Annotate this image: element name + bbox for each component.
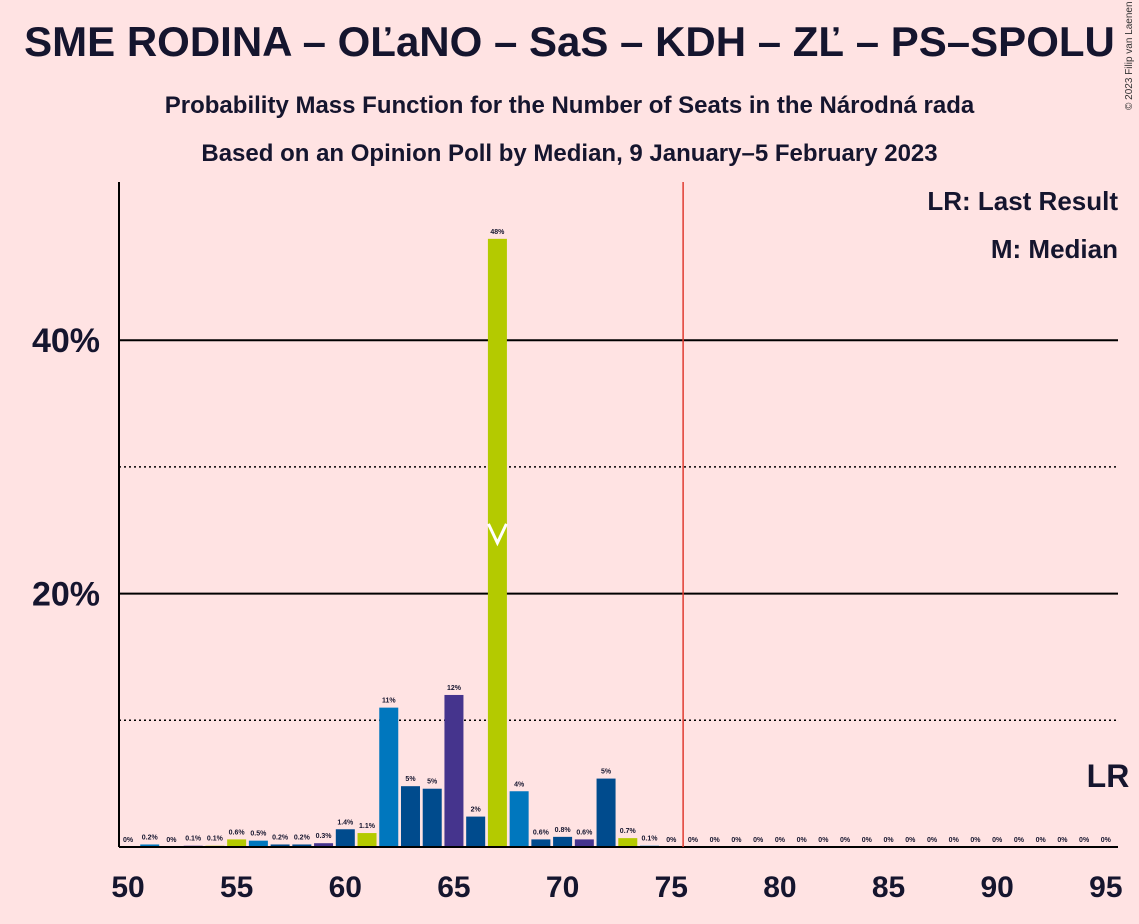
bar-label: 4% [514, 781, 525, 788]
chart-subtitle-poll: Based on an Opinion Poll by Median, 9 Ja… [201, 140, 938, 167]
bar-label: 0% [949, 837, 960, 844]
x-tick-label: 95 [1089, 871, 1122, 904]
bar-seat-55 [227, 839, 247, 847]
bar-seat-66 [466, 816, 486, 847]
x-tick-label: 90 [981, 871, 1014, 904]
bar-label: 5% [427, 779, 438, 786]
y-tick-label: 40% [32, 322, 100, 360]
bar-seat-71 [574, 839, 594, 847]
bar-label: 0.1% [207, 836, 224, 843]
bar-seat-60 [335, 829, 355, 847]
bar-label: 0% [862, 837, 873, 844]
bar-seat-62 [379, 707, 399, 847]
bar-seat-59 [314, 843, 334, 847]
last-result-marker: LR [1087, 758, 1130, 794]
bar-label: 12% [447, 685, 462, 692]
bar-label: 0.6% [576, 829, 593, 836]
x-tick-label: 50 [111, 871, 144, 904]
x-tick-label: 65 [437, 871, 470, 904]
bar-label: 0.6% [229, 829, 246, 836]
y-tick-label: 20% [32, 576, 100, 614]
bar-label: 0.2% [294, 834, 311, 841]
x-tick-label: 60 [329, 871, 362, 904]
bar-seat-58 [292, 844, 312, 847]
bar-label: 0% [710, 837, 721, 844]
bar-label: 0% [1014, 837, 1025, 844]
bar-seat-70 [553, 836, 573, 847]
bar-seat-69 [531, 839, 551, 847]
bar-label: 0.1% [185, 836, 202, 843]
bar-label: 0% [688, 837, 699, 844]
bar-label: 0.8% [555, 827, 572, 834]
x-tick-label: 85 [872, 871, 905, 904]
bar-label: 0.7% [620, 828, 637, 835]
bar-label: 0.2% [272, 834, 289, 841]
bar-label: 0.5% [250, 831, 267, 838]
legend-median: M: Median [990, 234, 1118, 264]
bar-label: 2% [471, 807, 482, 814]
bar-seat-64 [422, 788, 442, 847]
bar-label: 5% [601, 769, 612, 776]
bar-seat-57 [270, 844, 290, 847]
bar-label: 0.3% [316, 833, 333, 840]
x-tick-label: 75 [655, 871, 688, 904]
markers: LR [487, 182, 1130, 847]
bar-label: 0% [123, 837, 134, 844]
bar-label: 0.1% [642, 836, 659, 843]
bar-label: 48% [490, 229, 505, 236]
axes: 50 55 60 65 70 75 80 85 90 95 20% 40% [32, 182, 1123, 904]
bar-label: 5% [405, 776, 416, 783]
bar-label: 0% [883, 837, 894, 844]
bar-label: 0% [775, 837, 786, 844]
bar-seat-73 [618, 838, 638, 847]
bars [140, 238, 660, 848]
bar-seat-61 [357, 833, 377, 847]
bar-label: 0% [1036, 837, 1047, 844]
bar-label: 0% [797, 837, 808, 844]
x-tick-label: 80 [763, 871, 796, 904]
bar-label: 0% [753, 837, 764, 844]
bar-label: 0% [970, 837, 981, 844]
bar-label: 0.6% [533, 829, 550, 836]
bar-label: 0% [166, 837, 177, 844]
legend-last-result: LR: Last Result [927, 186, 1118, 216]
bar-label: 0% [992, 837, 1003, 844]
chart-title: SME RODINA – OĽaNO – SaS – KDH – ZĽ – PS… [24, 18, 1115, 65]
bar-label: 0% [666, 837, 677, 844]
bar-label: 0.2% [142, 834, 159, 841]
chart-subtitle: Probability Mass Function for the Number… [164, 92, 975, 119]
bar-seat-51 [140, 844, 160, 847]
bar-label: 1.1% [359, 823, 376, 830]
bar-seat-56 [248, 840, 268, 847]
bar-seat-65 [444, 694, 464, 847]
bar-label: 1.4% [337, 819, 354, 826]
bar-label: 11% [382, 698, 396, 705]
bar-label: 0% [840, 837, 851, 844]
bar-label: 0% [1101, 837, 1112, 844]
bar-label: 0% [1079, 837, 1090, 844]
bar-labels: 0% 0.2% 0% 0.1% 0.1% 0.6% 0.5% 0.2% 0.2% 0.3% 1.4%… [123, 229, 1112, 844]
bar-seat-63 [400, 786, 420, 847]
bar-label: 0% [818, 837, 829, 844]
bar-label: 0% [1057, 837, 1068, 844]
x-tick-label: 55 [220, 871, 253, 904]
bar-label: 0% [731, 837, 742, 844]
bar-label: 0% [927, 837, 938, 844]
grid-lines [119, 339, 1118, 722]
x-tick-label: 70 [546, 871, 579, 904]
bar-seat-72 [596, 778, 616, 847]
median-marker [487, 523, 508, 547]
bar-label: 0% [905, 837, 916, 844]
bar-seat-68 [509, 791, 529, 847]
